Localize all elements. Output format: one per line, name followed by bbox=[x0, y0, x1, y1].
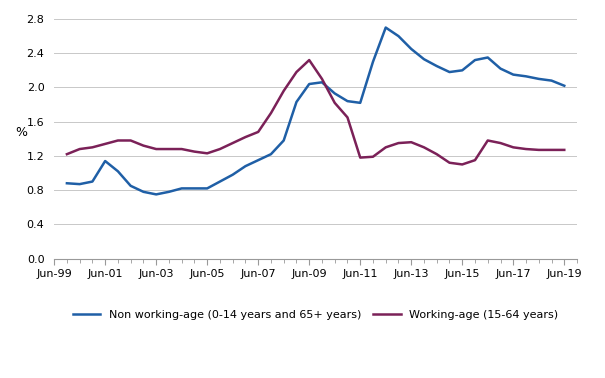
Non working-age (0-14 years and 65+ years) bbox=[331, 91, 338, 96]
Working-age (15-64 years) bbox=[76, 147, 83, 151]
Working-age (15-64 years) bbox=[395, 141, 402, 145]
Line: Working-age (15-64 years): Working-age (15-64 years) bbox=[67, 60, 564, 164]
Non working-age (0-14 years and 65+ years) bbox=[318, 80, 325, 85]
Non working-age (0-14 years and 65+ years) bbox=[114, 169, 122, 174]
Non working-age (0-14 years and 65+ years) bbox=[191, 186, 198, 191]
Non working-age (0-14 years and 65+ years) bbox=[64, 181, 71, 186]
Non working-age (0-14 years and 65+ years) bbox=[267, 152, 275, 156]
Working-age (15-64 years) bbox=[535, 148, 543, 152]
Working-age (15-64 years) bbox=[114, 138, 122, 143]
Non working-age (0-14 years and 65+ years) bbox=[395, 34, 402, 39]
Working-age (15-64 years) bbox=[356, 155, 364, 160]
Working-age (15-64 years) bbox=[548, 148, 555, 152]
Y-axis label: %: % bbox=[15, 126, 27, 139]
Line: Non working-age (0-14 years and 65+ years): Non working-age (0-14 years and 65+ year… bbox=[67, 28, 564, 194]
Working-age (15-64 years) bbox=[140, 143, 147, 148]
Working-age (15-64 years) bbox=[242, 135, 249, 139]
Working-age (15-64 years) bbox=[191, 149, 198, 154]
Working-age (15-64 years) bbox=[267, 111, 275, 115]
Working-age (15-64 years) bbox=[64, 152, 71, 156]
Non working-age (0-14 years and 65+ years) bbox=[152, 192, 160, 197]
Working-age (15-64 years) bbox=[331, 101, 338, 105]
Non working-age (0-14 years and 65+ years) bbox=[382, 25, 390, 30]
Non working-age (0-14 years and 65+ years) bbox=[408, 46, 415, 51]
Working-age (15-64 years) bbox=[127, 138, 134, 143]
Working-age (15-64 years) bbox=[497, 141, 504, 145]
Working-age (15-64 years) bbox=[446, 161, 453, 165]
Working-age (15-64 years) bbox=[561, 148, 568, 152]
Legend: Non working-age (0-14 years and 65+ years), Working-age (15-64 years): Non working-age (0-14 years and 65+ year… bbox=[68, 306, 563, 325]
Non working-age (0-14 years and 65+ years) bbox=[89, 179, 96, 184]
Working-age (15-64 years) bbox=[459, 162, 466, 167]
Non working-age (0-14 years and 65+ years) bbox=[280, 138, 287, 143]
Working-age (15-64 years) bbox=[420, 145, 428, 150]
Working-age (15-64 years) bbox=[280, 88, 287, 93]
Non working-age (0-14 years and 65+ years) bbox=[522, 74, 529, 79]
Working-age (15-64 years) bbox=[255, 130, 262, 134]
Non working-age (0-14 years and 65+ years) bbox=[178, 186, 185, 191]
Non working-age (0-14 years and 65+ years) bbox=[446, 70, 453, 74]
Non working-age (0-14 years and 65+ years) bbox=[548, 78, 555, 83]
Working-age (15-64 years) bbox=[102, 142, 109, 146]
Working-age (15-64 years) bbox=[471, 158, 479, 163]
Non working-age (0-14 years and 65+ years) bbox=[229, 172, 237, 177]
Non working-age (0-14 years and 65+ years) bbox=[102, 159, 109, 163]
Working-age (15-64 years) bbox=[165, 147, 172, 151]
Working-age (15-64 years) bbox=[178, 147, 185, 151]
Non working-age (0-14 years and 65+ years) bbox=[561, 84, 568, 88]
Non working-age (0-14 years and 65+ years) bbox=[344, 99, 351, 104]
Non working-age (0-14 years and 65+ years) bbox=[140, 189, 147, 194]
Non working-age (0-14 years and 65+ years) bbox=[255, 158, 262, 163]
Working-age (15-64 years) bbox=[217, 147, 224, 151]
Non working-age (0-14 years and 65+ years) bbox=[127, 184, 134, 188]
Non working-age (0-14 years and 65+ years) bbox=[535, 77, 543, 81]
Non working-age (0-14 years and 65+ years) bbox=[509, 72, 517, 77]
Working-age (15-64 years) bbox=[408, 140, 415, 144]
Working-age (15-64 years) bbox=[433, 152, 440, 156]
Non working-age (0-14 years and 65+ years) bbox=[471, 58, 479, 62]
Non working-age (0-14 years and 65+ years) bbox=[306, 82, 313, 86]
Non working-age (0-14 years and 65+ years) bbox=[459, 68, 466, 73]
Working-age (15-64 years) bbox=[382, 145, 390, 150]
Working-age (15-64 years) bbox=[89, 145, 96, 150]
Working-age (15-64 years) bbox=[369, 155, 376, 159]
Non working-age (0-14 years and 65+ years) bbox=[420, 57, 428, 62]
Working-age (15-64 years) bbox=[344, 115, 351, 120]
Non working-age (0-14 years and 65+ years) bbox=[217, 179, 224, 184]
Working-age (15-64 years) bbox=[152, 147, 160, 151]
Non working-age (0-14 years and 65+ years) bbox=[242, 164, 249, 169]
Non working-age (0-14 years and 65+ years) bbox=[293, 100, 300, 104]
Working-age (15-64 years) bbox=[522, 147, 529, 151]
Working-age (15-64 years) bbox=[306, 58, 313, 62]
Working-age (15-64 years) bbox=[509, 145, 517, 150]
Working-age (15-64 years) bbox=[484, 138, 491, 143]
Working-age (15-64 years) bbox=[229, 141, 237, 145]
Non working-age (0-14 years and 65+ years) bbox=[165, 189, 172, 194]
Working-age (15-64 years) bbox=[293, 70, 300, 74]
Non working-age (0-14 years and 65+ years) bbox=[497, 67, 504, 71]
Non working-age (0-14 years and 65+ years) bbox=[433, 64, 440, 68]
Non working-age (0-14 years and 65+ years) bbox=[203, 186, 211, 191]
Non working-age (0-14 years and 65+ years) bbox=[356, 101, 364, 105]
Working-age (15-64 years) bbox=[318, 77, 325, 81]
Non working-age (0-14 years and 65+ years) bbox=[369, 59, 376, 64]
Working-age (15-64 years) bbox=[203, 151, 211, 156]
Non working-age (0-14 years and 65+ years) bbox=[76, 182, 83, 186]
Non working-age (0-14 years and 65+ years) bbox=[484, 55, 491, 60]
